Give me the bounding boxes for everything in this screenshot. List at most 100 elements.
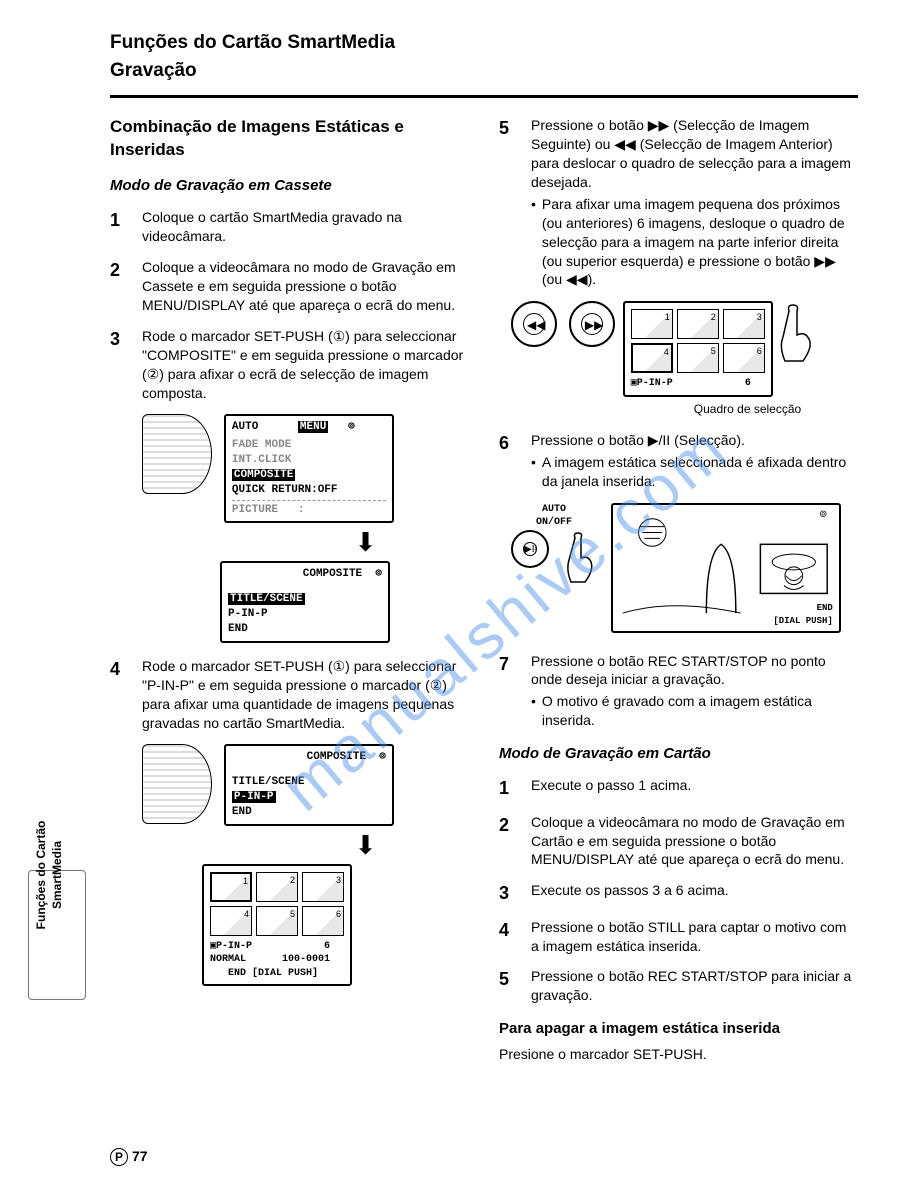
step-number: 1 xyxy=(499,776,517,800)
thumb-5: 5 xyxy=(677,343,719,373)
step-number: 5 xyxy=(499,116,517,289)
arrow-down-icon: ⬇ xyxy=(262,529,469,555)
forward-button-icon: ▶▶ xyxy=(569,301,615,347)
screen-text: INT.CLICK xyxy=(232,453,386,468)
step-text: Rode o marcador SET-PUSH (①) para selecc… xyxy=(142,327,469,403)
dial-icon xyxy=(142,414,212,494)
play-pause-button-icon: ▶II xyxy=(511,530,549,568)
step-number: 6 xyxy=(499,431,517,491)
screen-composite: COMPOSITE ⊚ TITLE/SCENE P-IN-P END xyxy=(220,561,390,642)
page-number: 77 xyxy=(132,1148,148,1164)
hand-icon xyxy=(769,301,823,371)
step-7: 7 Pressione o botão REC START/STOP no po… xyxy=(499,652,858,731)
thumb-3: 3 xyxy=(302,872,344,902)
step-3: 3 Rode o marcador SET-PUSH (①) para sele… xyxy=(110,327,469,403)
step-number: 5 xyxy=(499,967,517,1005)
hand-icon xyxy=(557,530,601,590)
bullet-text: A imagem estática seleccionada é afixada… xyxy=(542,453,858,491)
page-footer: P77 xyxy=(110,1147,148,1166)
screen-text: P-IN-P xyxy=(228,607,382,622)
thumbnail-grid-sel: 1 2 3 4 5 6 ▣P-IN-P 6 xyxy=(623,301,773,397)
step-text: Execute o passo 1 acima. xyxy=(531,776,858,800)
page-marker: P xyxy=(110,1148,128,1166)
screen-text: COMPOSITE xyxy=(232,469,295,481)
scene-preview: ⊚ END [DIAL PUSH] xyxy=(611,503,841,633)
thumb-1: 1 xyxy=(210,872,252,902)
bullet-text: O motivo é gravado com a imagem estática… xyxy=(542,692,858,730)
thumb-5: 5 xyxy=(256,906,298,936)
auto-onoff-label: AUTO ON/OFF xyxy=(507,503,601,530)
page-subtitle: Gravação xyxy=(110,58,858,84)
card-step-1: 1 Execute o passo 1 acima. xyxy=(499,776,858,800)
step-5: 5 Pressione o botão ▶▶ (Selecção de Imag… xyxy=(499,116,858,289)
step-text: Coloque a videocâmara no modo de Gravaçã… xyxy=(142,258,469,315)
erase-title: Para apagar a imagem estática inserida xyxy=(499,1019,858,1039)
thumb-1: 1 xyxy=(631,309,673,339)
step-1: 1 Coloque o cartão SmartMedia gravado na… xyxy=(110,208,469,246)
thumb-4: 4 xyxy=(210,906,252,936)
thumb-6: 6 xyxy=(723,343,765,373)
sidebar-line1: Funções do Cartão xyxy=(34,821,48,930)
screen-text: TITLE/SCENE xyxy=(232,775,386,790)
screen-text: COMPOSITE xyxy=(307,751,366,763)
rewind-button-icon: ◀◀ xyxy=(511,301,557,347)
erase-body: Presione o marcador SET-PUSH. xyxy=(499,1045,858,1064)
card-step-5: 5 Pressione o botão REC START/STOP para … xyxy=(499,967,858,1005)
thumb-3: 3 xyxy=(723,309,765,339)
thumb-2: 2 xyxy=(256,872,298,902)
screen-composite2: COMPOSITE ⊚ TITLE/SCENE P-IN-P END xyxy=(224,744,394,825)
screen-text: MENU xyxy=(298,421,328,433)
step-text: Execute os passos 3 a 6 acima. xyxy=(531,881,858,905)
thumb-6: 6 xyxy=(302,906,344,936)
step-text: Pressione o botão REC START/STOP para in… xyxy=(531,967,858,1005)
arrow-down-icon: ⬇ xyxy=(262,832,469,858)
step-text: Pressione o botão ▶/II (Selecção). xyxy=(531,431,858,450)
card-step-3: 3 Execute os passos 3 a 6 acima. xyxy=(499,881,858,905)
screen-text: TITLE/SCENE xyxy=(228,593,305,605)
step-number: 1 xyxy=(110,208,128,246)
right-column: 5 Pressione o botão ▶▶ (Selecção de Imag… xyxy=(499,116,858,1064)
page-title: Funções do Cartão SmartMedia xyxy=(110,30,858,56)
card-step-2: 2 Coloque a videocâmara no modo de Grava… xyxy=(499,813,858,870)
step-text: Pressione o botão REC START/STOP no pont… xyxy=(531,652,858,690)
bullet-dot: • xyxy=(531,453,536,491)
sidebar-tab: Funções do Cartão SmartMedia xyxy=(28,870,86,1000)
illustration-pinp: COMPOSITE ⊚ TITLE/SCENE P-IN-P END ⬇ 1 2… xyxy=(142,744,469,986)
bullet-dot: • xyxy=(531,195,536,289)
dial-icon xyxy=(142,744,212,824)
screen-text: QUICK RETURN:OFF xyxy=(232,483,386,498)
screen-text: AUTO xyxy=(232,421,298,433)
screen-text: PICTURE : xyxy=(232,500,386,518)
screen-menu: AUTO MENU ⊚ FADE MODE INT.CLICK COMPOSIT… xyxy=(224,414,394,523)
step-number: 2 xyxy=(499,813,517,870)
thumb-4: 4 xyxy=(631,343,673,373)
step-text: Rode o marcador SET-PUSH (①) para selecc… xyxy=(142,657,469,733)
screen-text: P-IN-P xyxy=(232,791,276,803)
step-number: 3 xyxy=(110,327,128,403)
thumb-2: 2 xyxy=(677,309,719,339)
selection-caption: Quadro de selecção xyxy=(637,401,858,417)
screen-text: COMPOSITE xyxy=(303,568,362,580)
sidebar-line2: SmartMedia xyxy=(50,841,64,909)
subsection-cassette: Modo de Gravação em Cassete xyxy=(110,176,469,196)
step-number: 4 xyxy=(110,657,128,733)
bullet-text: Para afixar uma imagem pequena dos próxi… xyxy=(542,195,858,289)
step-2: 2 Coloque a videocâmara no modo de Grava… xyxy=(110,258,469,315)
thumb-caption: ▣P-IN-P 6 NORMAL 100-0001 END [DIAL PUSH… xyxy=(208,938,346,981)
scene-end-label: END [DIAL PUSH] xyxy=(773,602,832,626)
step-4: 4 Rode o marcador SET-PUSH (①) para sele… xyxy=(110,657,469,733)
subsection-card: Modo de Gravação em Cartão xyxy=(499,744,858,764)
step-number: 4 xyxy=(499,918,517,956)
thumbnail-grid: 1 2 3 4 5 6 ▣P-IN-P 6 NORMAL 100-0001 EN… xyxy=(202,864,352,987)
svg-text:⊚: ⊚ xyxy=(819,508,827,519)
bullet-dot: • xyxy=(531,692,536,730)
illustration-select: ◀◀ ▶▶ 1 2 3 4 5 6 ▣P-IN-P 6 xyxy=(507,301,858,417)
section-title: Combinação de Imagens Estáticas e Inseri… xyxy=(110,116,469,162)
step-text: Pressione o botão ▶▶ (Selecção de Imagem… xyxy=(531,116,858,192)
step-text: Coloque a videocâmara no modo de Gravaçã… xyxy=(531,813,858,870)
step-number: 2 xyxy=(110,258,128,315)
card-step-4: 4 Pressione o botão STILL para captar o … xyxy=(499,918,858,956)
step-text: Coloque o cartão SmartMedia gravado na v… xyxy=(142,208,469,246)
illustration-menu: AUTO MENU ⊚ FADE MODE INT.CLICK COMPOSIT… xyxy=(142,414,469,642)
step-number: 3 xyxy=(499,881,517,905)
